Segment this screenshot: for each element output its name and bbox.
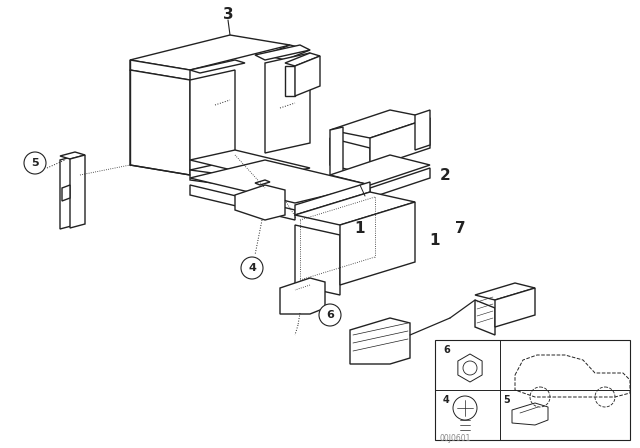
Text: 2: 2 bbox=[440, 168, 451, 182]
Text: 7: 7 bbox=[454, 220, 465, 236]
Polygon shape bbox=[370, 168, 430, 198]
Polygon shape bbox=[370, 118, 430, 168]
Bar bbox=[435, 340, 630, 440]
Text: 3: 3 bbox=[223, 7, 234, 22]
Circle shape bbox=[24, 152, 46, 174]
Polygon shape bbox=[235, 185, 285, 220]
Polygon shape bbox=[330, 127, 343, 178]
Polygon shape bbox=[255, 45, 310, 60]
Polygon shape bbox=[265, 45, 310, 60]
Polygon shape bbox=[130, 60, 190, 80]
Polygon shape bbox=[280, 278, 325, 314]
Polygon shape bbox=[285, 53, 320, 66]
Polygon shape bbox=[255, 180, 270, 185]
Circle shape bbox=[319, 304, 341, 326]
Polygon shape bbox=[130, 35, 290, 70]
Polygon shape bbox=[340, 202, 415, 285]
Polygon shape bbox=[62, 185, 70, 201]
Polygon shape bbox=[330, 110, 430, 138]
Polygon shape bbox=[60, 156, 75, 229]
Polygon shape bbox=[285, 66, 295, 96]
Polygon shape bbox=[60, 152, 85, 159]
Polygon shape bbox=[415, 110, 430, 150]
Polygon shape bbox=[475, 300, 495, 335]
Polygon shape bbox=[130, 70, 190, 175]
Polygon shape bbox=[190, 150, 310, 178]
Text: 1: 1 bbox=[429, 233, 440, 247]
Polygon shape bbox=[190, 170, 265, 190]
Polygon shape bbox=[330, 138, 370, 175]
Text: 5: 5 bbox=[31, 158, 39, 168]
Polygon shape bbox=[330, 155, 430, 185]
Polygon shape bbox=[330, 178, 370, 198]
Text: 00J0601: 00J0601 bbox=[440, 434, 472, 443]
Polygon shape bbox=[475, 283, 535, 300]
Text: 1: 1 bbox=[355, 220, 365, 236]
Polygon shape bbox=[190, 60, 245, 73]
Polygon shape bbox=[295, 182, 370, 215]
Polygon shape bbox=[295, 225, 340, 295]
Polygon shape bbox=[190, 70, 235, 170]
Polygon shape bbox=[295, 192, 415, 225]
Text: 6: 6 bbox=[443, 345, 450, 355]
Polygon shape bbox=[265, 53, 310, 153]
Text: 4: 4 bbox=[443, 395, 450, 405]
Polygon shape bbox=[495, 288, 535, 327]
Polygon shape bbox=[70, 155, 85, 228]
Polygon shape bbox=[295, 56, 320, 96]
Polygon shape bbox=[350, 318, 410, 364]
Text: 5: 5 bbox=[503, 395, 509, 405]
Text: 4: 4 bbox=[248, 263, 256, 273]
Text: 6: 6 bbox=[326, 310, 334, 320]
Polygon shape bbox=[190, 185, 295, 220]
Polygon shape bbox=[190, 160, 370, 203]
Circle shape bbox=[241, 257, 263, 279]
